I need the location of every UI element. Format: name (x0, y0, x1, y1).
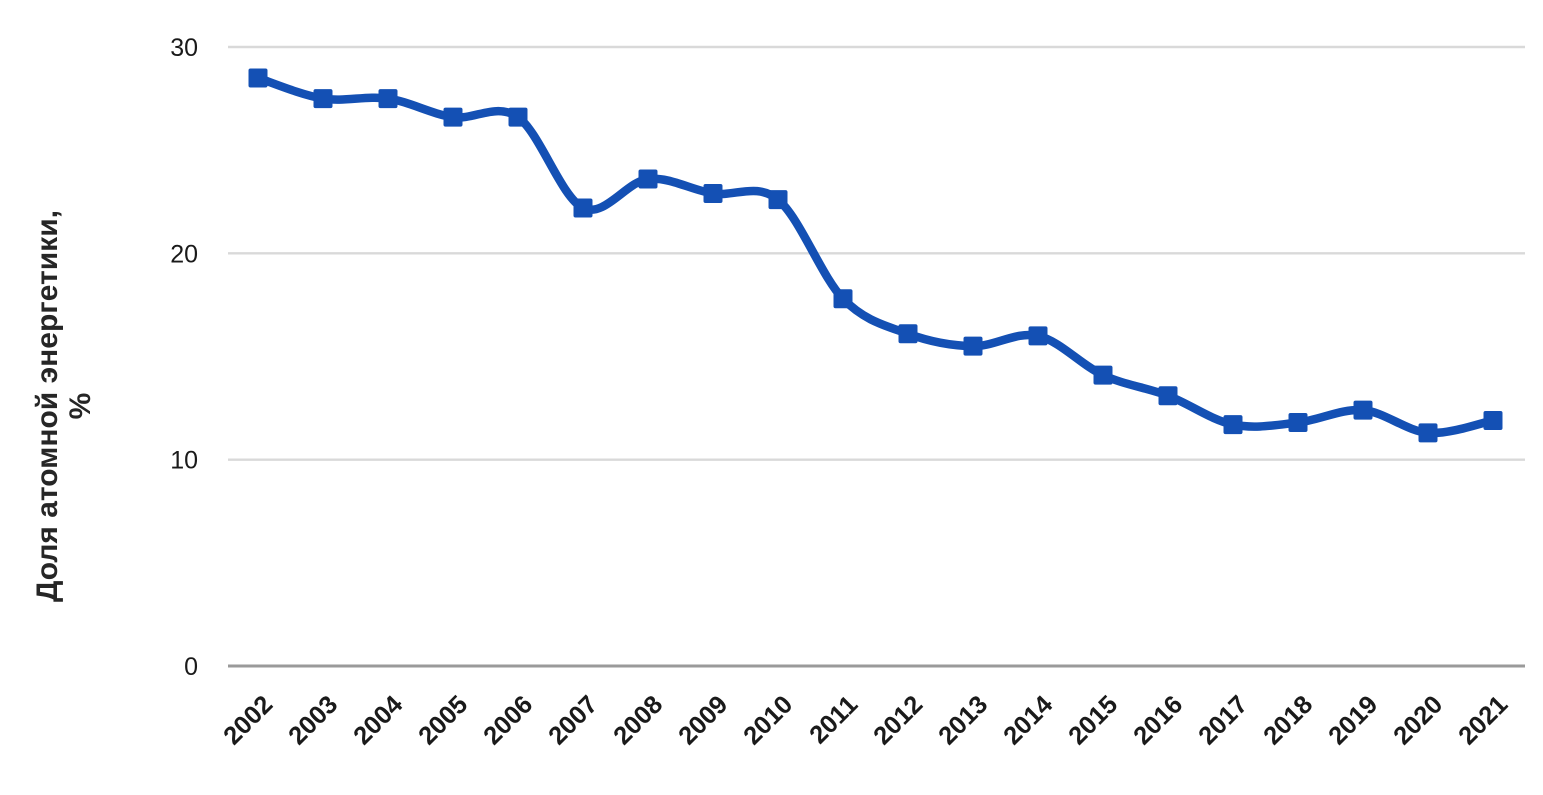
x-tick-2005: 2005 (413, 690, 473, 750)
data-point-2015 (1093, 365, 1113, 385)
data-point-2004 (378, 89, 398, 109)
x-tick-2002: 2002 (218, 690, 278, 750)
series-line (253, 73, 1498, 438)
y-tick-30: 30 (170, 34, 198, 62)
x-tick-2009: 2009 (673, 690, 733, 750)
data-point-2016 (1158, 386, 1178, 406)
data-point-2008 (638, 169, 658, 189)
y-tick-0: 0 (184, 653, 198, 681)
x-tick-2021: 2021 (1453, 690, 1513, 750)
x-tick-2006: 2006 (478, 690, 538, 750)
x-tick-2012: 2012 (868, 690, 928, 750)
y-axis-title-line-1: Доля атомной энергетики, (31, 210, 64, 602)
x-tick-2003: 2003 (283, 690, 343, 750)
data-point-2014 (1028, 326, 1048, 346)
data-point-2019 (1353, 400, 1373, 420)
x-tick-2015: 2015 (1063, 690, 1123, 750)
x-tick-2013: 2013 (933, 690, 993, 750)
y-axis-title-line-2: % (64, 393, 97, 420)
x-tick-2007: 2007 (543, 690, 603, 750)
data-point-2005 (443, 107, 463, 127)
x-tick-2017: 2017 (1193, 690, 1253, 750)
data-point-2010 (768, 190, 788, 210)
x-tick-2019: 2019 (1323, 690, 1383, 750)
x-tick-2008: 2008 (608, 690, 668, 750)
data-point-2017 (1223, 415, 1243, 435)
data-point-2012 (898, 324, 918, 344)
data-point-2006 (508, 107, 528, 127)
data-point-2013 (963, 336, 983, 356)
data-point-2020 (1418, 423, 1438, 443)
data-point-2003 (313, 89, 333, 109)
x-tick-2014: 2014 (998, 690, 1058, 750)
x-tick-2004: 2004 (348, 690, 408, 750)
x-tick-2011: 2011 (804, 690, 863, 749)
x-tick-2016: 2016 (1128, 690, 1188, 750)
x-tick-2020: 2020 (1388, 690, 1448, 750)
data-point-2018 (1288, 413, 1308, 433)
data-point-2009 (703, 183, 723, 203)
y-tick-20: 20 (170, 240, 198, 268)
x-tick-2018: 2018 (1258, 690, 1318, 750)
data-point-2011 (833, 289, 853, 309)
y-tick-10: 10 (170, 447, 198, 475)
data-point-2021 (1483, 410, 1503, 430)
x-tick-2010: 2010 (738, 690, 798, 750)
data-point-2002 (248, 68, 268, 88)
data-point-2007 (573, 198, 593, 218)
